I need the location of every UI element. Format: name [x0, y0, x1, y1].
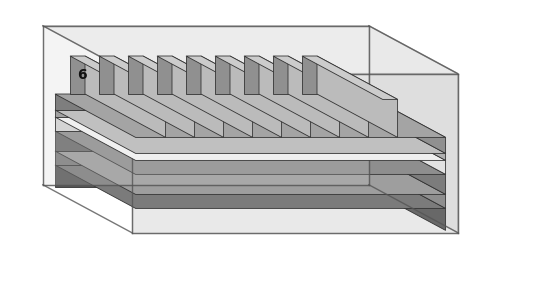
Polygon shape — [215, 56, 310, 99]
Polygon shape — [201, 56, 281, 137]
Polygon shape — [70, 56, 166, 99]
Polygon shape — [273, 56, 288, 94]
Polygon shape — [302, 56, 398, 99]
Polygon shape — [132, 74, 458, 233]
Polygon shape — [157, 56, 172, 94]
Polygon shape — [55, 131, 445, 174]
Polygon shape — [55, 117, 365, 131]
Polygon shape — [288, 56, 369, 137]
Polygon shape — [55, 151, 445, 194]
Polygon shape — [128, 56, 143, 94]
Polygon shape — [55, 110, 365, 117]
Polygon shape — [55, 151, 365, 165]
Polygon shape — [157, 56, 252, 99]
Text: 2: 2 — [205, 134, 215, 148]
Polygon shape — [85, 56, 166, 137]
Polygon shape — [244, 56, 340, 99]
Polygon shape — [43, 26, 369, 185]
Polygon shape — [43, 26, 458, 74]
Polygon shape — [55, 165, 365, 187]
Polygon shape — [230, 56, 310, 137]
Polygon shape — [99, 56, 114, 94]
Polygon shape — [259, 56, 340, 137]
Polygon shape — [365, 117, 445, 174]
Polygon shape — [369, 26, 458, 233]
Polygon shape — [365, 165, 445, 230]
Polygon shape — [302, 56, 317, 94]
Polygon shape — [172, 56, 252, 137]
Polygon shape — [55, 131, 365, 151]
Polygon shape — [114, 56, 195, 137]
Polygon shape — [128, 56, 224, 99]
Polygon shape — [55, 94, 365, 110]
Polygon shape — [55, 94, 445, 137]
Polygon shape — [215, 56, 230, 94]
Polygon shape — [273, 56, 369, 99]
Polygon shape — [143, 56, 224, 137]
Text: 5: 5 — [205, 95, 215, 109]
Polygon shape — [365, 94, 445, 153]
Polygon shape — [55, 165, 445, 208]
Polygon shape — [365, 110, 445, 160]
Text: 1: 1 — [205, 169, 215, 183]
Polygon shape — [55, 110, 445, 153]
Polygon shape — [244, 56, 259, 94]
Polygon shape — [55, 117, 445, 160]
Polygon shape — [99, 56, 195, 99]
Text: 6: 6 — [77, 68, 87, 82]
Text: 4: 4 — [205, 106, 215, 121]
Text: 3: 3 — [205, 117, 215, 131]
Polygon shape — [317, 56, 398, 137]
Polygon shape — [186, 56, 281, 99]
Polygon shape — [70, 56, 85, 94]
Polygon shape — [365, 131, 445, 194]
Polygon shape — [186, 56, 201, 94]
Polygon shape — [365, 151, 445, 208]
Text: 7: 7 — [205, 151, 215, 165]
